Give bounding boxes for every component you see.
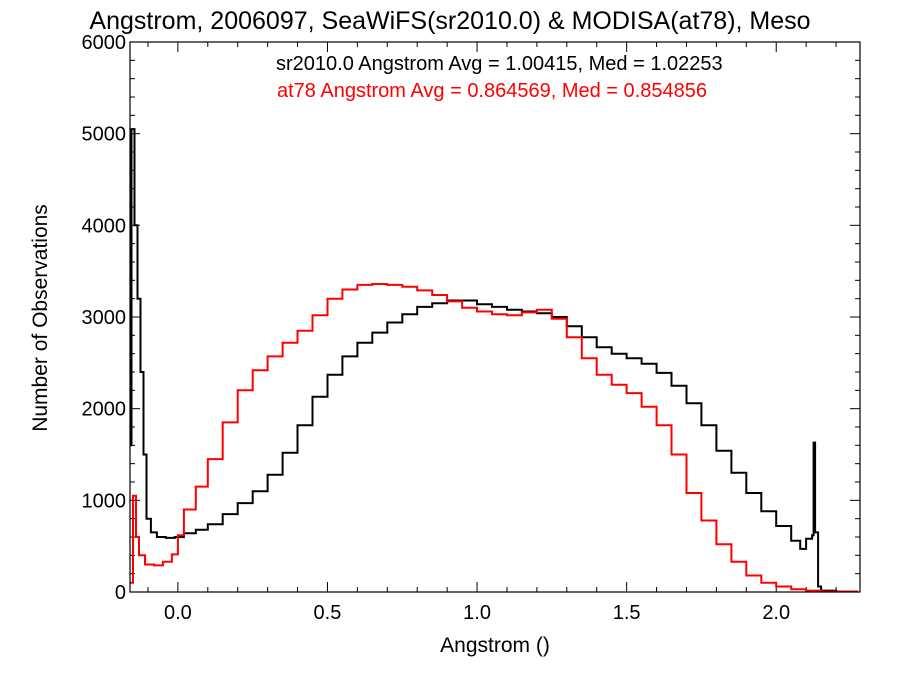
y-axis-label: Number of Observations bbox=[29, 204, 52, 432]
y-tick-label: 6000 bbox=[82, 32, 127, 54]
x-tick-label: 2.0 bbox=[762, 602, 790, 624]
series-line-0 bbox=[130, 128, 858, 593]
series-line-1 bbox=[130, 283, 858, 593]
x-tick-label: 0.5 bbox=[314, 602, 342, 624]
y-tick-label: 3000 bbox=[82, 307, 127, 329]
x-tick-label: 1.0 bbox=[463, 602, 491, 624]
stat-line-sr2010: sr2010.0 Angstrom Avg = 1.00415, Med = 1… bbox=[276, 53, 723, 75]
plot-frame bbox=[129, 41, 861, 593]
y-tick-label: 1000 bbox=[82, 490, 127, 512]
stat-line-at78: at78 Angstrom Avg = 0.864569, Med = 0.85… bbox=[277, 80, 707, 102]
series-layer bbox=[130, 128, 858, 593]
x-axis-label: Angstrom () bbox=[440, 634, 550, 657]
x-tick-label: 0.0 bbox=[164, 602, 192, 624]
tick-labels: 0.0 0.5 1.0 1.5 2.0 0 1000 2000 3000 4000 5000 6000 bbox=[82, 32, 791, 624]
y-tick-label: 0 bbox=[115, 582, 126, 604]
y-tick-label: 5000 bbox=[82, 124, 127, 146]
chart-title: Angstrom, 2006097, SeaWiFS(sr2010.0) & M… bbox=[89, 7, 810, 35]
y-tick-label: 4000 bbox=[82, 215, 127, 237]
x-tick-label: 1.5 bbox=[613, 602, 641, 624]
axis-ticks bbox=[130, 41, 860, 593]
y-tick-label: 2000 bbox=[82, 399, 127, 421]
